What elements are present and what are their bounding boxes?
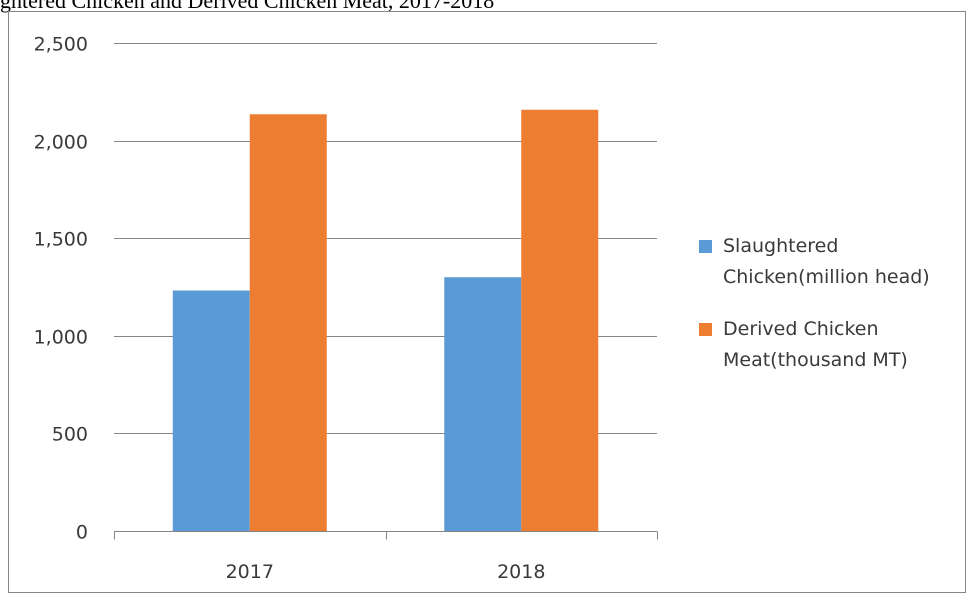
legend-item: Derived Chicken Meat(thousand MT): [699, 318, 908, 371]
x-tick-labels: 2017 2018: [226, 561, 546, 583]
page-title: ghtered Chicken and Derived Chicken Meat…: [0, 0, 495, 13]
legend: Slaughtered Chicken(million head) Derived …: [699, 235, 930, 371]
bar-derived-chicken-meat-2018: [521, 109, 599, 532]
legend-item: Slaughtered Chicken(million head): [699, 235, 930, 288]
y-tick-label: 500: [52, 424, 88, 446]
legend-swatch: [699, 240, 712, 253]
bar-derived-chicken-meat-2017: [249, 114, 327, 532]
legend-label: Slaughtered: [723, 235, 838, 257]
bar-slaughtered-chicken-2017: [172, 290, 250, 531]
x-tick-label: 2017: [226, 561, 274, 583]
x-tick-label: 2018: [497, 561, 545, 583]
y-tick-label: 0: [76, 522, 88, 544]
y-tick-labels: 0 500 1,000 1,500 2,000 2,500: [34, 34, 88, 544]
y-tick-label: 2,000: [34, 132, 88, 154]
legend-label: Chicken(million head): [723, 266, 930, 288]
legend-swatch: [699, 323, 712, 336]
axes: [114, 531, 658, 540]
y-tick-label: 1,500: [34, 229, 88, 251]
legend-label: Derived Chicken: [723, 318, 879, 340]
legend-label: Meat(thousand MT): [723, 349, 908, 371]
y-tick-label: 2,500: [34, 34, 88, 56]
y-tick-label: 1,000: [34, 327, 88, 349]
bar-slaughtered-chicken-2018: [444, 277, 522, 531]
bars: [172, 109, 599, 532]
